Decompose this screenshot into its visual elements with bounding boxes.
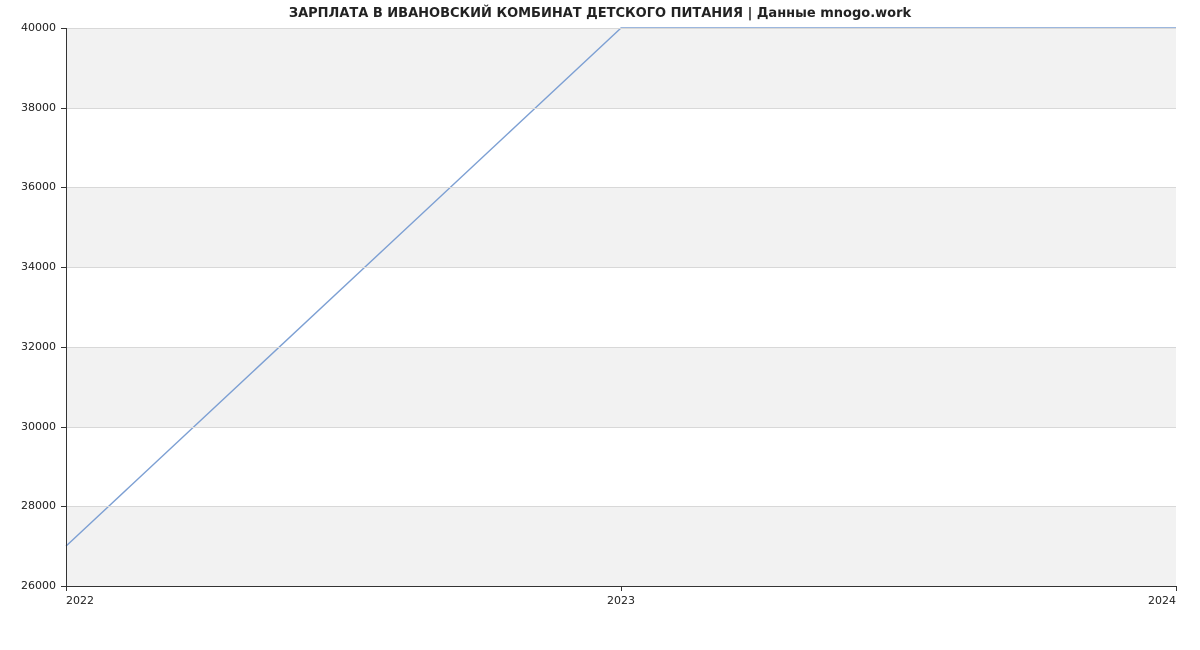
x-tick-label: 2023 [606, 594, 636, 607]
y-tick-mark [61, 187, 66, 188]
line-series [66, 28, 1176, 586]
y-tick-label: 36000 [11, 180, 56, 193]
y-axis [66, 28, 67, 586]
y-tick-label: 38000 [11, 101, 56, 114]
gridline [66, 506, 1176, 507]
y-tick-label: 34000 [11, 260, 56, 273]
x-tick-mark [66, 586, 67, 591]
y-tick-mark [61, 427, 66, 428]
y-tick-label: 40000 [11, 21, 56, 34]
x-tick-mark [1176, 586, 1177, 591]
gridline [66, 427, 1176, 428]
plot-area: 2600028000300003200034000360003800040000… [66, 28, 1176, 586]
chart-title: ЗАРПЛАТА В ИВАНОВСКИЙ КОМБИНАТ ДЕТСКОГО … [0, 6, 1200, 21]
y-tick-mark [61, 28, 66, 29]
y-tick-label: 28000 [11, 499, 56, 512]
gridline [66, 187, 1176, 188]
x-tick-mark [621, 586, 622, 591]
y-tick-mark [61, 506, 66, 507]
y-tick-mark [61, 108, 66, 109]
gridline [66, 108, 1176, 109]
gridline [66, 267, 1176, 268]
y-tick-label: 30000 [11, 420, 56, 433]
y-tick-mark [61, 267, 66, 268]
gridline [66, 28, 1176, 29]
x-tick-label: 2022 [66, 594, 94, 607]
gridline [66, 347, 1176, 348]
y-tick-label: 32000 [11, 340, 56, 353]
series-line-salary [66, 28, 1176, 546]
x-tick-label: 2024 [1146, 594, 1176, 607]
y-tick-label: 26000 [11, 579, 56, 592]
y-tick-mark [61, 347, 66, 348]
salary-line-chart: ЗАРПЛАТА В ИВАНОВСКИЙ КОМБИНАТ ДЕТСКОГО … [0, 0, 1200, 650]
